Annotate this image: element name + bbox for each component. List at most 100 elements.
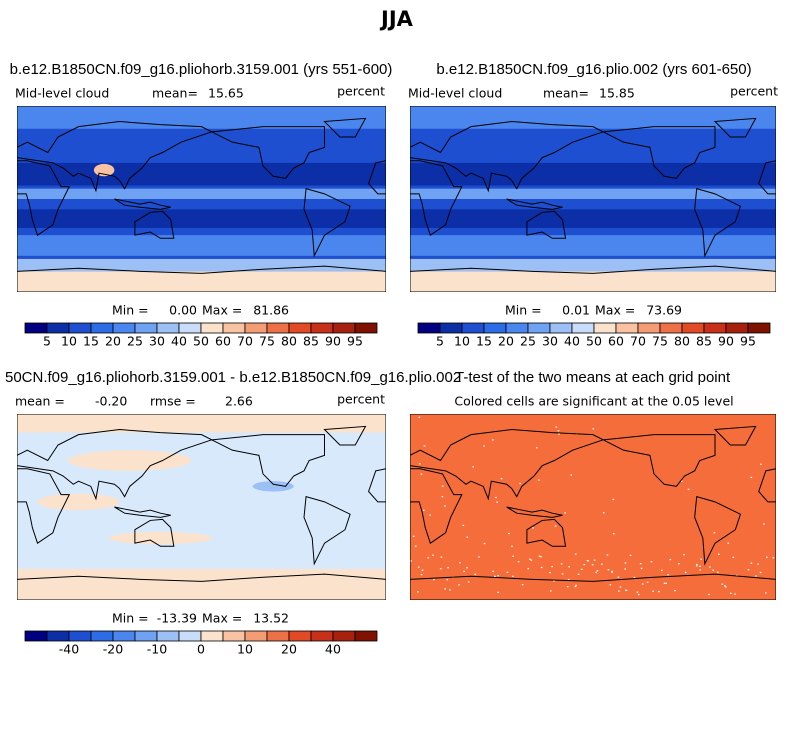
colorbar-label: 50 [586,334,602,349]
speck [640,567,643,570]
figure-title: JJA [379,7,414,31]
speck [595,571,597,574]
speck [617,576,620,578]
speck [716,571,719,573]
panel-title: b.e12.B1850CN.f09_g16.pliohorb.3159.001 … [10,61,393,78]
speck [619,586,622,588]
field: Mid-level cloud [408,86,502,101]
speck [667,574,669,576]
rmse-label: rmse = [150,394,196,409]
min-value: -13.39 [157,611,197,626]
speck [735,574,738,577]
speck [494,575,496,577]
speck [491,439,494,441]
speck [496,501,499,503]
colorbar-box [68,630,92,642]
speck [625,589,627,591]
speck [429,514,431,516]
speck [700,558,702,560]
speck [724,586,727,588]
speck [458,584,460,586]
colorbar-box [178,322,202,334]
speck [639,563,642,565]
speck [527,568,530,570]
speck [729,592,732,594]
speck [699,569,702,571]
mean: 15.65 [208,86,244,101]
speck [466,567,468,569]
speck [636,591,639,593]
colorbar-label: 25 [520,334,536,349]
speck [440,556,443,558]
speck [577,573,580,575]
min-label: Min = [112,611,149,626]
speck [750,476,753,479]
speck [553,580,555,582]
speck [772,557,775,559]
speck [766,556,768,558]
speck [432,554,434,556]
speck [512,575,514,577]
speck [474,573,477,575]
colorbar-label: 15 [83,334,99,349]
colorbar-label: 40 [564,334,580,349]
speck [467,581,470,583]
speck [699,565,701,567]
speck [568,566,570,568]
colorbar-box [332,322,356,334]
speck [663,582,666,584]
speck [462,524,465,527]
speck [732,556,735,558]
colorbar-label: 90 [718,334,734,349]
colorbar-label: -40 [59,642,79,657]
speck [567,578,570,581]
speck [446,579,449,581]
units: percent [337,84,385,99]
colorbar-box [178,630,202,642]
colorbar-box [46,322,70,334]
speck [549,590,552,592]
panel-subtitle: Colored cells are significant at the 0.0… [454,394,733,409]
speck [441,496,444,498]
speck [420,573,423,576]
speck [512,555,514,557]
colorbar-box [439,322,463,334]
speck [478,556,480,558]
speck [549,571,551,574]
mean: -0.20 [95,394,127,409]
colorbar-box [24,630,48,642]
speck [519,482,521,485]
speck [483,445,485,447]
colorbar-label: -10 [147,642,167,657]
speck [564,512,566,514]
colorbar-box [200,322,224,334]
colorbar-box [747,322,771,334]
speck [747,569,750,571]
colorbar-label: 25 [127,334,143,349]
speck [551,565,554,568]
speck [447,567,449,569]
speck [417,566,420,568]
speck [557,430,560,432]
speck [554,525,557,527]
colorbar-box [505,322,529,334]
speck [538,555,541,557]
colorbar-box [288,630,312,642]
colorbar-label: 20 [281,642,297,657]
rmse: 2.66 [225,394,253,409]
speck [521,584,524,586]
speck [596,570,599,572]
min-value: 0.01 [562,303,590,318]
field: Mid-level cloud [15,86,109,101]
mean: 15.85 [599,86,635,101]
units: percent [337,392,385,407]
speck [421,569,424,571]
colorbar-label: 75 [259,334,275,349]
speck [511,545,513,547]
speck [665,582,667,584]
colorbar-box [417,322,441,334]
colorbar-box [483,322,507,334]
colorbar-label: 20 [498,334,514,349]
panel-title: 50CN.f09_g16.pliohorb.3159.001 - b.e12.B… [5,369,461,386]
